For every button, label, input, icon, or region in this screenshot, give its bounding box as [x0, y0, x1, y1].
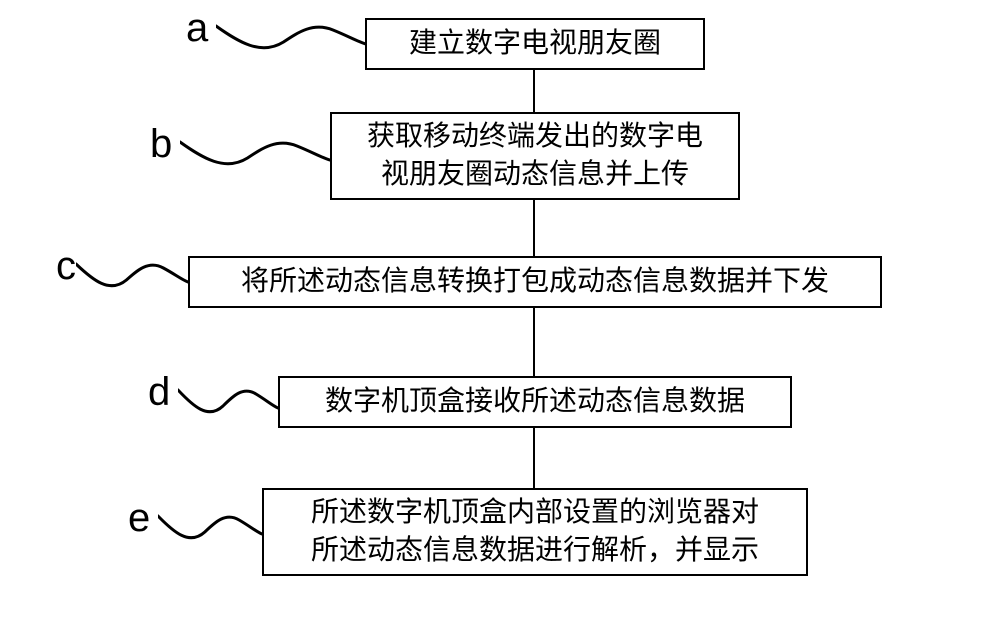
step-label-d: d: [148, 370, 170, 415]
flowchart-container: 建立数字电视朋友圈 a 获取移动终端发出的数字电视朋友圈动态信息并上传 b 将所述动态信…: [0, 0, 1000, 634]
squiggle-connector-a: [216, 20, 366, 60]
squiggle-connector-b: [180, 136, 330, 176]
squiggle-connector-c: [76, 258, 188, 298]
step-label-e: e: [128, 496, 150, 541]
flow-edge-d-e: [533, 428, 535, 488]
step-label-b: b: [150, 122, 172, 167]
flow-node-b: 获取移动终端发出的数字电视朋友圈动态信息并上传: [330, 112, 740, 200]
flow-node-text: 获取移动终端发出的数字电视朋友圈动态信息并上传: [367, 118, 703, 194]
flow-edge-a-b: [533, 70, 535, 112]
squiggle-connector-d: [178, 384, 278, 424]
step-label-c: c: [56, 244, 76, 289]
flow-node-text: 建立数字电视朋友圈: [409, 25, 661, 63]
flow-node-e: 所述数字机顶盒内部设置的浏览器对所述动态信息数据进行解析，并显示: [262, 488, 808, 576]
step-label-a: a: [186, 6, 208, 51]
squiggle-connector-e: [158, 510, 262, 550]
flow-node-text: 数字机顶盒接收所述动态信息数据: [325, 383, 745, 421]
flow-node-text: 将所述动态信息转换打包成动态信息数据并下发: [241, 263, 829, 301]
flow-node-d: 数字机顶盒接收所述动态信息数据: [278, 376, 792, 428]
flow-edge-c-d: [533, 308, 535, 376]
flow-node-text: 所述数字机顶盒内部设置的浏览器对所述动态信息数据进行解析，并显示: [311, 494, 759, 570]
flow-edge-b-c: [533, 200, 535, 256]
flow-node-c: 将所述动态信息转换打包成动态信息数据并下发: [188, 256, 882, 308]
flow-node-a: 建立数字电视朋友圈: [365, 18, 705, 70]
